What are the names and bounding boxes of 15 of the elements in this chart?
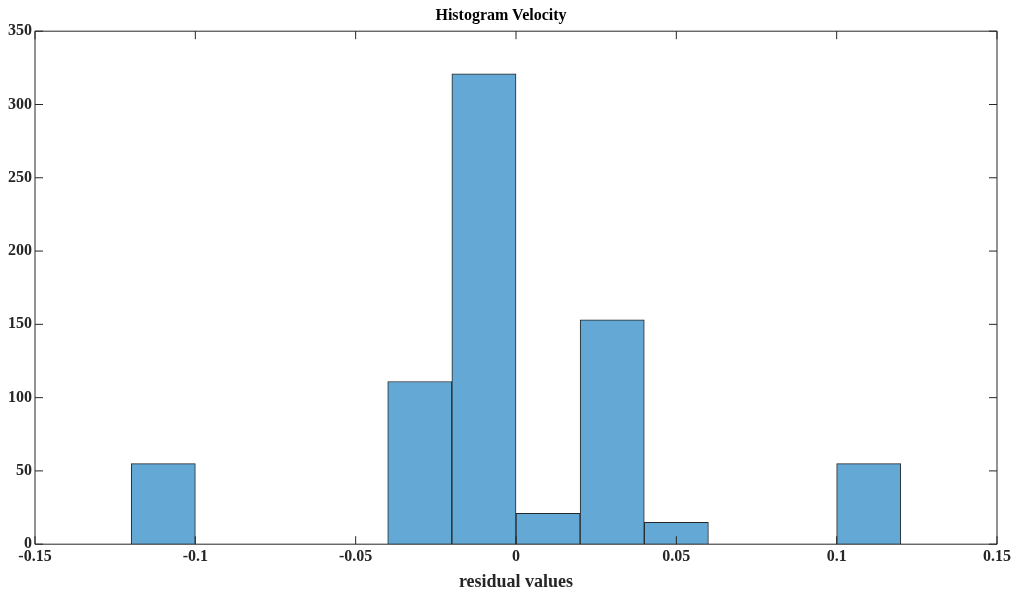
y-tick-label: 150 bbox=[8, 314, 32, 332]
y-tick-label: 100 bbox=[8, 387, 32, 405]
x-axis-title: residual values bbox=[458, 570, 574, 591]
x-tick-label: 0.1 bbox=[826, 546, 847, 564]
x-tick-label: 0 bbox=[512, 546, 520, 564]
y-tick-label: 200 bbox=[8, 241, 32, 259]
y-tick-label: 50 bbox=[16, 461, 32, 479]
x-tick-label: -0.1 bbox=[182, 546, 208, 564]
x-tick-label: 0.15 bbox=[983, 546, 1011, 564]
y-tick-label: 250 bbox=[8, 167, 32, 185]
x-tick-label: 0.05 bbox=[662, 546, 691, 564]
chart-title: Histogram Velocity bbox=[435, 5, 567, 24]
x-tick-label: -0.05 bbox=[339, 546, 373, 564]
y-tick-label: 300 bbox=[8, 94, 32, 112]
y-tick-label: 350 bbox=[8, 21, 32, 39]
